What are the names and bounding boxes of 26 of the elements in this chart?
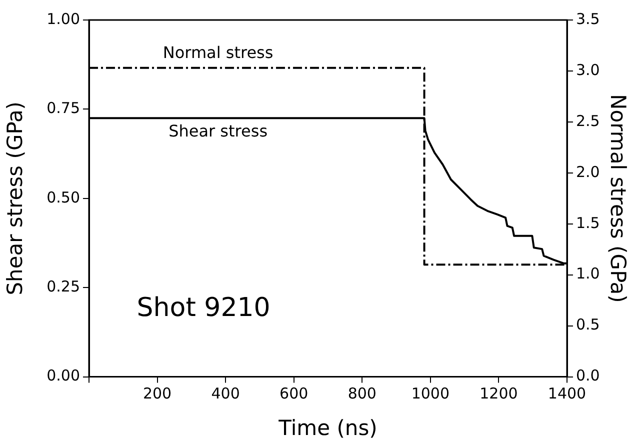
y2-tick-label: 3.5 <box>576 10 600 28</box>
annotation: Shot 9210 <box>136 293 270 324</box>
y2-tick-label: 1.5 <box>576 214 600 232</box>
y2-axis-title: Normal stress (GPa) <box>606 94 630 303</box>
y2-tick-label: 1.0 <box>576 264 600 283</box>
x-tick-label: 200 <box>142 384 172 403</box>
x-tick-label: 1200 <box>480 384 518 403</box>
y2-tick-label: 0.5 <box>576 316 600 334</box>
y-tick-label: 0.75 <box>46 99 80 118</box>
x-tick-label: 800 <box>348 384 376 403</box>
series-label: Normal stress <box>162 43 274 62</box>
y-tick-label: 0.25 <box>46 277 80 296</box>
x-tick-label: 1000 <box>411 384 450 403</box>
x-tick-label: 1400 <box>548 384 586 403</box>
x-tick-label: 400 <box>211 384 240 403</box>
x-tick-label: 600 <box>280 384 308 403</box>
y2-tick-label: 2.0 <box>576 162 600 181</box>
y2-tick-label: 2.5 <box>576 112 600 130</box>
x-axis-title: Time (ns) <box>278 416 378 440</box>
y2-tick-label: 3.0 <box>576 60 600 79</box>
y-axis-title: Shear stress (GPa) <box>3 101 28 296</box>
y-tick-label: 0.50 <box>46 188 80 206</box>
series-label: Shear stress <box>168 121 268 140</box>
y2-tick-label: 0.0 <box>576 366 600 385</box>
y-tick-label: 1.00 <box>46 10 80 28</box>
y-tick-label: 0.00 <box>46 366 80 385</box>
